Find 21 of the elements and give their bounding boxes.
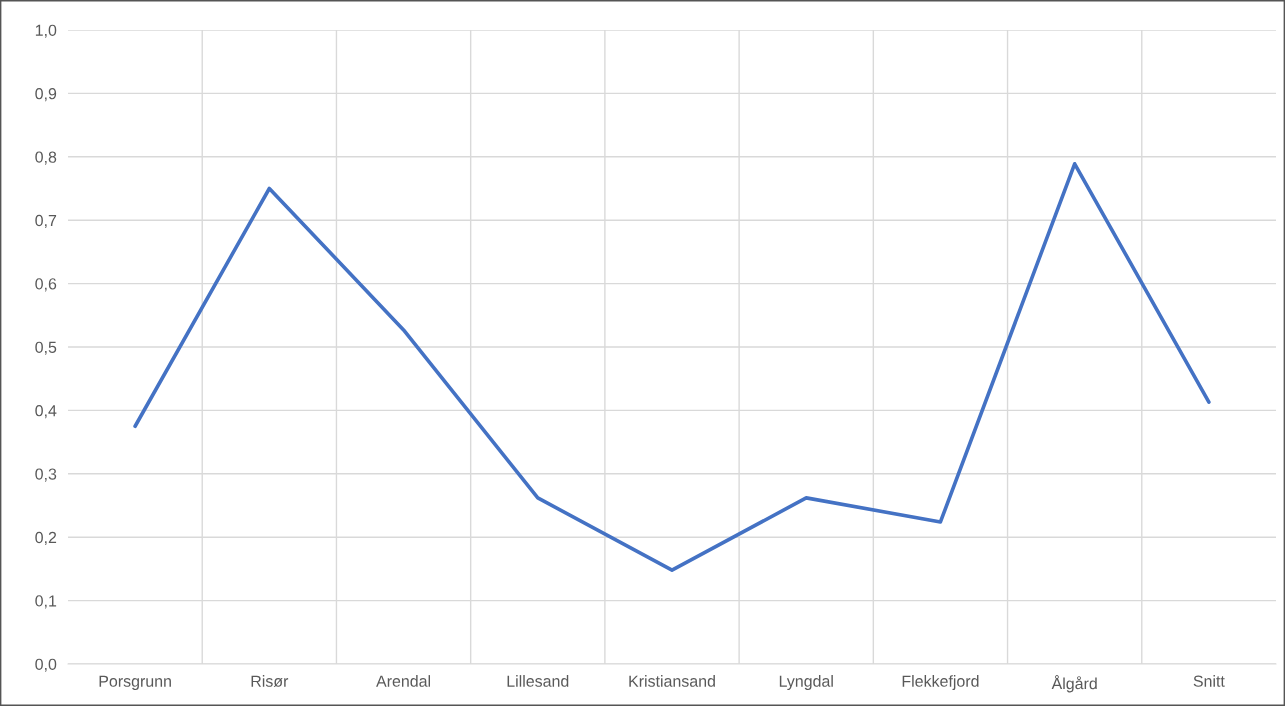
x-tick-label: Arendal: [376, 675, 431, 687]
y-tick-label: 0,0: [35, 658, 57, 672]
x-tick-label: Ålgård: [1051, 675, 1097, 693]
x-tick-label: Porsgrunn: [99, 675, 171, 690]
y-tick-label: 0,9: [35, 88, 57, 102]
line-series: [133, 161, 1211, 572]
y-tick-label: 0,1: [35, 595, 57, 609]
x-tick-label: Lyngdal: [779, 675, 833, 690]
x-tick-label: Risør: [251, 675, 289, 687]
y-tick-label: 0,3: [35, 468, 57, 482]
x-tick-label: Flekkefjord: [902, 675, 979, 690]
x-tick-label: Snitt: [1193, 675, 1225, 687]
y-tick-label: 0,4: [35, 405, 57, 419]
y-tick-label: 0,2: [35, 531, 57, 546]
y-tick-label: 1,0: [35, 24, 57, 38]
y-tick-label: 0,6: [35, 278, 57, 292]
x-tick-label: Lillesand: [507, 675, 569, 687]
y-tick-label: 0,5: [35, 341, 57, 355]
y-tick-label: 0,8: [35, 151, 57, 165]
x-tick-label: Kristiansand: [629, 675, 715, 687]
y-tick-label: 0,7: [35, 214, 57, 229]
